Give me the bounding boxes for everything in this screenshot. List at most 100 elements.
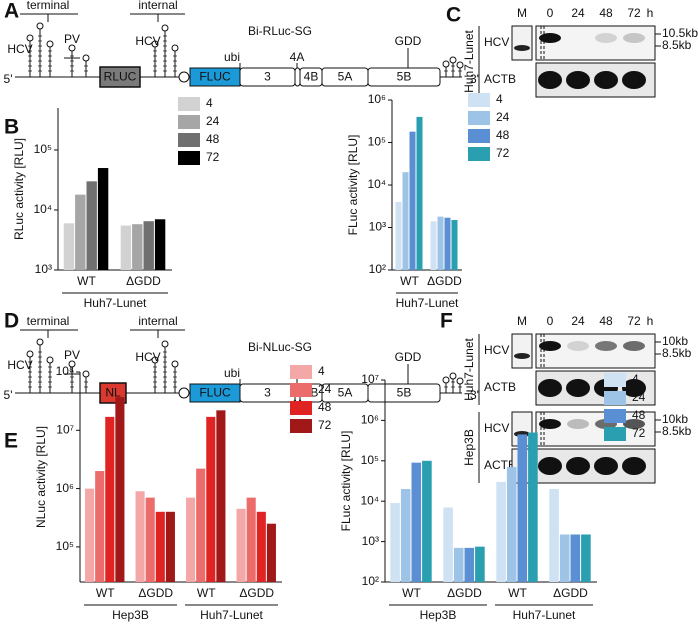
legend-label: 4 bbox=[318, 364, 325, 378]
y-tick-label: 10² bbox=[362, 574, 379, 588]
stem-loop-top bbox=[46, 356, 54, 364]
legend-swatch bbox=[468, 93, 490, 107]
stem-loop-top bbox=[442, 376, 450, 384]
bar bbox=[506, 467, 517, 582]
bar bbox=[390, 503, 400, 582]
y-tick-label: 10⁴ bbox=[33, 202, 52, 216]
bar bbox=[216, 410, 226, 582]
stem-loop-top bbox=[171, 360, 179, 368]
bar bbox=[416, 116, 423, 271]
stem-loop-top bbox=[26, 34, 34, 42]
legend-swatch bbox=[290, 365, 312, 379]
blot-box bbox=[511, 333, 533, 369]
y-tick-label: 10⁵ bbox=[56, 539, 74, 553]
label: GDD bbox=[395, 350, 422, 364]
bar bbox=[236, 508, 246, 582]
label: RLUC bbox=[104, 70, 137, 84]
stem-loop-top bbox=[151, 356, 159, 364]
bar bbox=[422, 460, 432, 582]
bar bbox=[75, 194, 86, 270]
blot-band bbox=[623, 33, 645, 43]
stem-loop-top bbox=[442, 60, 450, 68]
label: 3' bbox=[470, 72, 479, 86]
bar bbox=[581, 534, 591, 582]
y-tick-label: 10³ bbox=[362, 534, 379, 548]
blot-band bbox=[538, 457, 562, 475]
stem-loop-top bbox=[456, 61, 464, 69]
bar bbox=[570, 534, 581, 582]
bar bbox=[143, 221, 154, 270]
label: 5B bbox=[397, 386, 412, 400]
label: 5' bbox=[4, 388, 13, 402]
label: 72 bbox=[627, 6, 641, 20]
legend-label: 48 bbox=[318, 400, 332, 414]
label: GDD bbox=[395, 34, 422, 48]
group-label: Huh7-Lunet bbox=[513, 608, 576, 622]
group-label: Hep3B bbox=[420, 608, 457, 622]
blot-box bbox=[535, 411, 656, 447]
label: HCV bbox=[135, 350, 160, 364]
bar bbox=[549, 489, 559, 582]
label: 10.5kb bbox=[662, 26, 698, 40]
label: 8.5kb bbox=[662, 38, 692, 52]
y-tick-label: 10⁷ bbox=[56, 422, 74, 436]
stem-loop-top bbox=[68, 360, 76, 368]
bar bbox=[443, 507, 453, 582]
stem-loop-top bbox=[36, 338, 44, 346]
blot-band bbox=[567, 419, 589, 429]
bar bbox=[132, 224, 143, 270]
stem-loop-top bbox=[161, 24, 169, 32]
y-axis-label: FLuc activity [RLU] bbox=[346, 135, 360, 236]
stem-loop-top bbox=[161, 340, 169, 348]
label: FLUC bbox=[199, 70, 231, 84]
blot-band bbox=[622, 379, 646, 397]
group-label: Huh7-Lunet bbox=[396, 296, 459, 310]
bar bbox=[86, 181, 97, 270]
bar bbox=[451, 220, 458, 270]
bar bbox=[395, 201, 402, 270]
label: 10kb bbox=[662, 412, 688, 426]
bar bbox=[411, 462, 422, 582]
blot-band bbox=[566, 71, 590, 89]
blot-band bbox=[594, 457, 618, 475]
panel-label: A bbox=[4, 0, 19, 23]
bar bbox=[97, 168, 109, 270]
legend-label: 72 bbox=[632, 426, 646, 440]
legend-label: 24 bbox=[206, 114, 220, 128]
cap bbox=[178, 387, 190, 399]
legend-swatch bbox=[604, 391, 626, 405]
y-tick-label: 10⁴ bbox=[360, 493, 379, 507]
legend-swatch bbox=[178, 115, 200, 129]
legend-label: 48 bbox=[206, 132, 220, 146]
legend-label: 24 bbox=[632, 390, 646, 404]
bar bbox=[186, 497, 196, 582]
bar bbox=[475, 546, 485, 582]
bar bbox=[517, 434, 528, 582]
label: 8.5kb bbox=[662, 346, 692, 360]
label: internal bbox=[138, 0, 177, 12]
label: 8.5kb bbox=[662, 424, 692, 438]
bar bbox=[165, 511, 175, 582]
label: 3' bbox=[470, 388, 479, 402]
legend-swatch bbox=[604, 373, 626, 387]
x-tick-label: ΔGDD bbox=[427, 274, 462, 288]
blot-band bbox=[622, 71, 646, 89]
label: HCV bbox=[7, 42, 32, 56]
y-tick-label: 10⁴ bbox=[367, 177, 386, 191]
label: 72 bbox=[627, 314, 641, 328]
stem-loop-top bbox=[82, 54, 90, 62]
label: HCV bbox=[7, 358, 32, 372]
x-tick-label: WT bbox=[77, 274, 96, 288]
label: h bbox=[647, 314, 654, 328]
panel-label: D bbox=[4, 310, 19, 333]
y-tick-label: 10⁵ bbox=[361, 453, 379, 467]
label: Bi-RLuc-SG bbox=[248, 24, 312, 38]
label: 3 bbox=[264, 70, 271, 84]
label: h bbox=[647, 6, 654, 20]
label: M bbox=[517, 6, 527, 20]
y-tick-label: 10⁸ bbox=[56, 364, 74, 378]
label: 4B bbox=[304, 70, 319, 84]
label: 0 bbox=[547, 6, 554, 20]
blot-band bbox=[538, 71, 562, 89]
bar bbox=[95, 471, 105, 582]
